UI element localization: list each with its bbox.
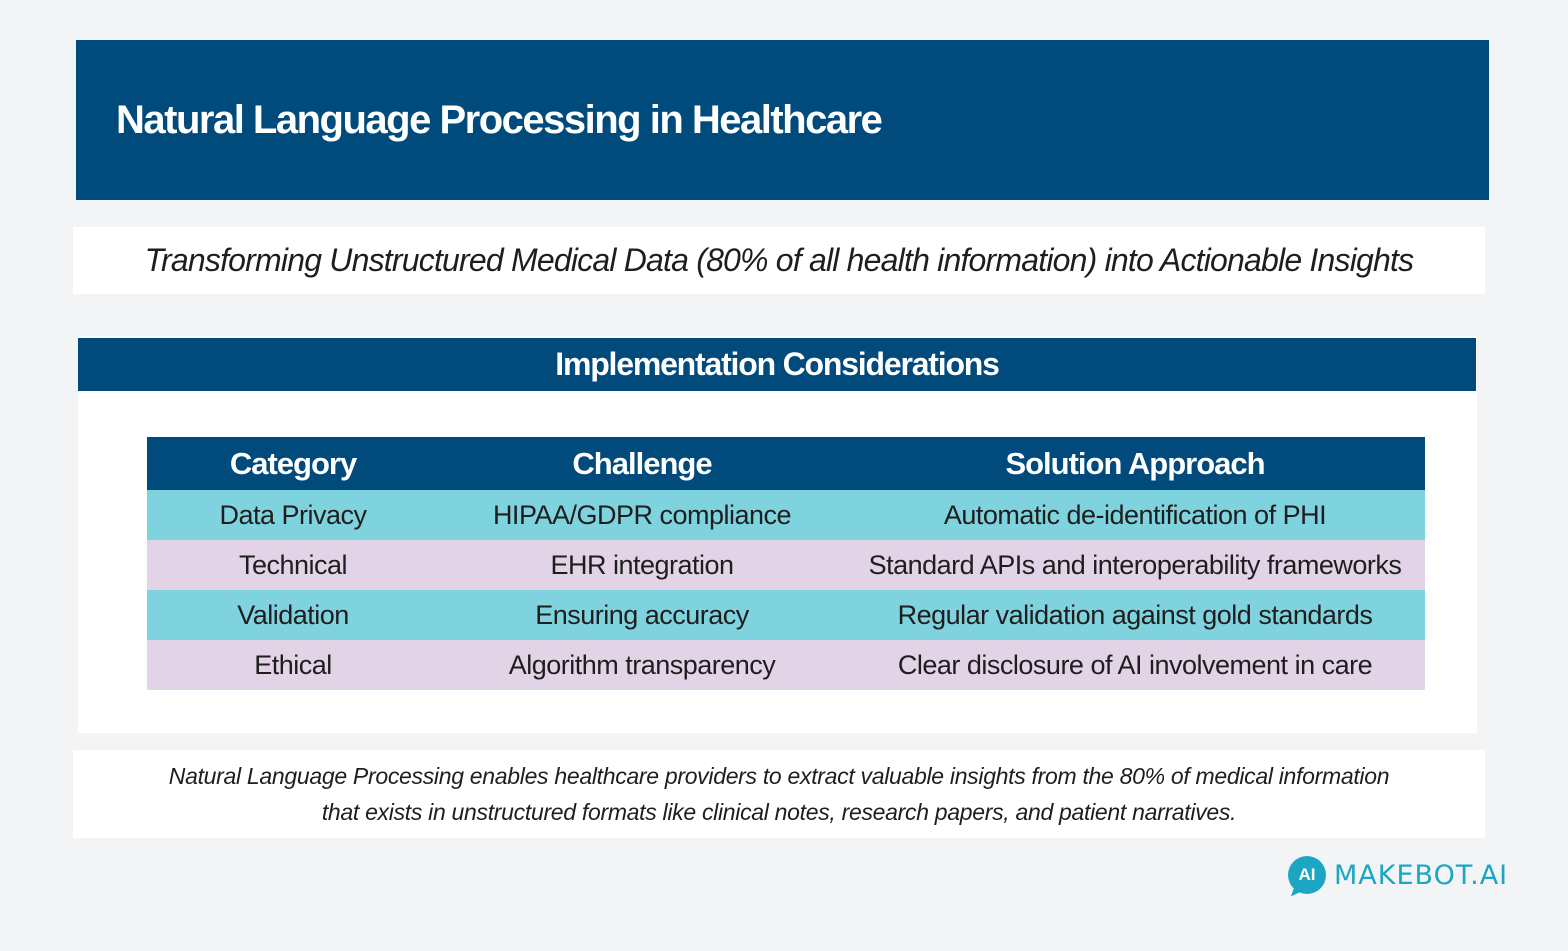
challenge-cell: Algorithm transparency xyxy=(508,649,776,680)
solution-cell: Standard APIs and interoperability frame… xyxy=(868,549,1402,580)
column-header-solution: Solution Approach xyxy=(1005,445,1265,481)
table-row: Ethical Algorithm transparency Clear dis… xyxy=(147,640,1425,690)
chat-bubble-icon: AI xyxy=(1288,856,1326,894)
category-cell: Technical xyxy=(238,549,348,580)
column-header-challenge: Challenge xyxy=(572,445,712,481)
page-title: Natural Language Processing in Healthcar… xyxy=(116,98,883,142)
challenge-cell: EHR integration xyxy=(550,549,734,580)
logo-mark-text: AI xyxy=(1298,865,1316,884)
challenge-cell: Ensuring accuracy xyxy=(535,599,749,630)
footer-note-box: Natural Language Processing enables heal… xyxy=(73,750,1485,838)
table-row: Validation Ensuring accuracy Regular val… xyxy=(147,590,1425,640)
table-header-row: Category Challenge Solution Approach xyxy=(147,437,1425,490)
column-header-category: Category xyxy=(229,445,357,481)
page-subtitle: Transforming Unstructured Medical Data (… xyxy=(144,242,1414,278)
solution-cell: Clear disclosure of AI involvement in ca… xyxy=(897,649,1373,680)
considerations-table: Category Challenge Solution Approach Dat… xyxy=(147,437,1425,690)
category-cell: Ethical xyxy=(254,649,332,680)
considerations-panel: Implementation Considerations Category C… xyxy=(78,336,1477,733)
challenge-cell: HIPAA/GDPR compliance xyxy=(492,499,792,530)
category-cell: Data Privacy xyxy=(219,499,367,530)
solution-cell: Automatic de-identification of PHI xyxy=(943,499,1327,530)
table-row: Technical EHR integration Standard APIs … xyxy=(147,540,1425,590)
logo-wordmark: MAKEBOT.AI xyxy=(1334,859,1509,891)
footer-line-1: Natural Language Processing enables heal… xyxy=(168,763,1390,789)
footer-line-2: that exists in unstructured formats like… xyxy=(321,799,1237,825)
header-banner: Natural Language Processing in Healthcar… xyxy=(76,40,1489,200)
panel-title: Implementation Considerations xyxy=(555,346,1000,382)
solution-cell: Regular validation against gold standard… xyxy=(897,599,1373,630)
table-row: Data Privacy HIPAA/GDPR compliance Autom… xyxy=(147,490,1425,540)
subtitle-box: Transforming Unstructured Medical Data (… xyxy=(73,227,1485,294)
panel-header: Implementation Considerations xyxy=(78,338,1476,391)
footer-note: Natural Language Processing enables heal… xyxy=(89,758,1469,830)
category-cell: Validation xyxy=(237,599,349,630)
makebot-logo: AI MAKEBOT.AI xyxy=(1288,855,1508,895)
